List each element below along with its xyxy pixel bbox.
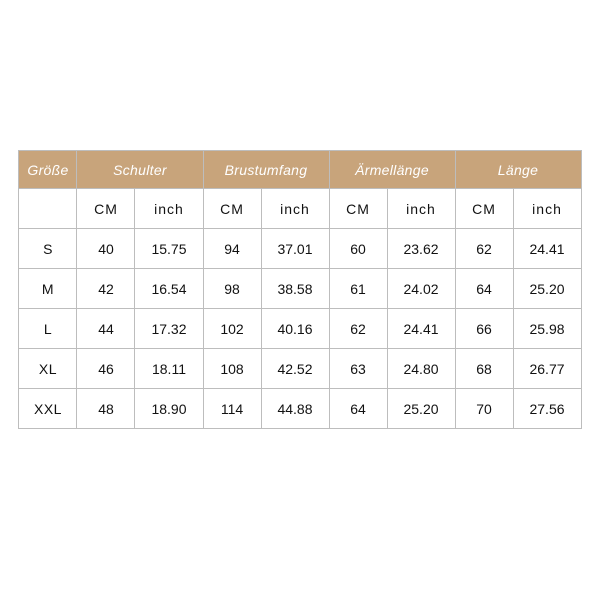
table-unit-row: CM inch CM inch CM inch CM inch [19, 189, 581, 229]
cell-brust-inch: 44.88 [261, 389, 329, 429]
header-aermellaenge: Ärmellänge [329, 151, 455, 189]
cell-aermel-cm: 61 [329, 269, 387, 309]
cell-brust-inch: 42.52 [261, 349, 329, 389]
unit-cm: CM [455, 189, 513, 229]
cell-brust-cm: 108 [203, 349, 261, 389]
cell-aermel-cm: 63 [329, 349, 387, 389]
cell-schulter-inch: 18.90 [135, 389, 203, 429]
cell-schulter-cm: 48 [77, 389, 135, 429]
cell-schulter-inch: 18.11 [135, 349, 203, 389]
table-row: S4015.759437.016023.626224.41 [19, 229, 581, 269]
unit-inch: inch [261, 189, 329, 229]
cell-aermel-cm: 60 [329, 229, 387, 269]
header-laenge: Länge [455, 151, 581, 189]
cell-laenge-cm: 68 [455, 349, 513, 389]
unit-cm: CM [203, 189, 261, 229]
unit-cm: CM [329, 189, 387, 229]
cell-aermel-inch: 24.80 [387, 349, 455, 389]
table-row: XXL4818.9011444.886425.207027.56 [19, 389, 581, 429]
unit-inch: inch [513, 189, 581, 229]
cell-brust-cm: 94 [203, 229, 261, 269]
size-chart-container: Größe Schulter Brustumfang Ärmellänge Lä… [0, 0, 600, 429]
size-chart-table: Größe Schulter Brustumfang Ärmellänge Lä… [18, 150, 581, 429]
cell-size: M [19, 269, 77, 309]
unit-inch: inch [135, 189, 203, 229]
cell-laenge-cm: 62 [455, 229, 513, 269]
unit-cm: CM [77, 189, 135, 229]
cell-laenge-inch: 26.77 [513, 349, 581, 389]
table-row: M4216.549838.586124.026425.20 [19, 269, 581, 309]
cell-schulter-inch: 16.54 [135, 269, 203, 309]
cell-schulter-cm: 42 [77, 269, 135, 309]
cell-brust-cm: 98 [203, 269, 261, 309]
cell-brust-cm: 102 [203, 309, 261, 349]
table-row: XL4618.1110842.526324.806826.77 [19, 349, 581, 389]
cell-brust-inch: 37.01 [261, 229, 329, 269]
cell-size: XXL [19, 389, 77, 429]
unit-inch: inch [387, 189, 455, 229]
cell-aermel-inch: 24.02 [387, 269, 455, 309]
cell-schulter-cm: 40 [77, 229, 135, 269]
cell-schulter-cm: 44 [77, 309, 135, 349]
cell-schulter-inch: 15.75 [135, 229, 203, 269]
cell-laenge-inch: 25.98 [513, 309, 581, 349]
cell-brust-inch: 38.58 [261, 269, 329, 309]
cell-size: L [19, 309, 77, 349]
header-schulter: Schulter [77, 151, 203, 189]
cell-schulter-cm: 46 [77, 349, 135, 389]
unit-blank [19, 189, 77, 229]
cell-size: S [19, 229, 77, 269]
cell-schulter-inch: 17.32 [135, 309, 203, 349]
cell-aermel-cm: 62 [329, 309, 387, 349]
cell-laenge-cm: 70 [455, 389, 513, 429]
table-row: L4417.3210240.166224.416625.98 [19, 309, 581, 349]
cell-laenge-inch: 27.56 [513, 389, 581, 429]
cell-laenge-cm: 66 [455, 309, 513, 349]
cell-size: XL [19, 349, 77, 389]
table-header-row: Größe Schulter Brustumfang Ärmellänge Lä… [19, 151, 581, 189]
header-size: Größe [19, 151, 77, 189]
cell-brust-inch: 40.16 [261, 309, 329, 349]
cell-aermel-inch: 25.20 [387, 389, 455, 429]
cell-laenge-inch: 24.41 [513, 229, 581, 269]
cell-brust-cm: 114 [203, 389, 261, 429]
cell-laenge-inch: 25.20 [513, 269, 581, 309]
header-brustumfang: Brustumfang [203, 151, 329, 189]
cell-aermel-inch: 24.41 [387, 309, 455, 349]
cell-laenge-cm: 64 [455, 269, 513, 309]
cell-aermel-inch: 23.62 [387, 229, 455, 269]
cell-aermel-cm: 64 [329, 389, 387, 429]
